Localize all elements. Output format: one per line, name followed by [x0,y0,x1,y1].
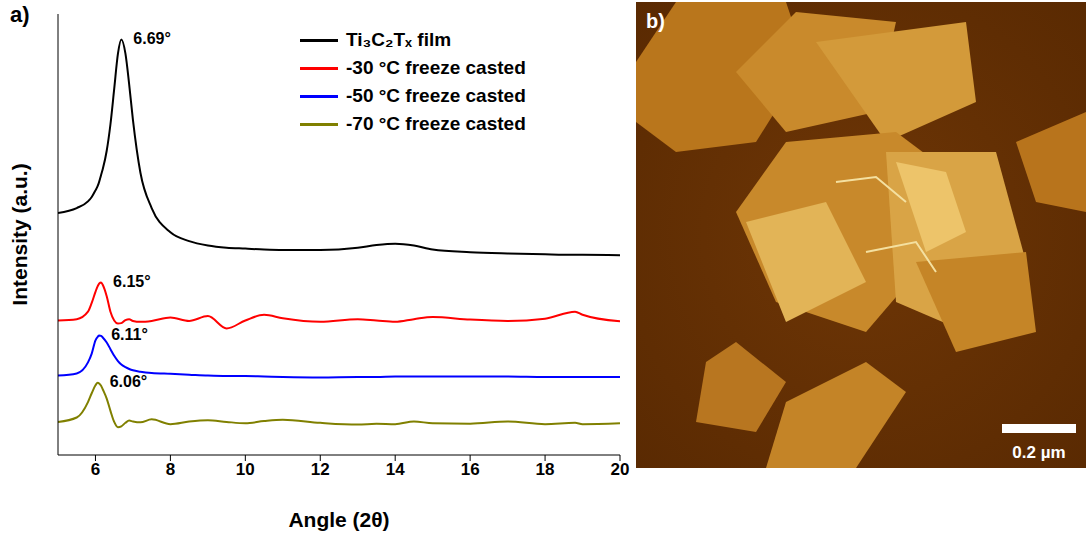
svg-text:b): b) [646,10,665,32]
svg-text:6.69°: 6.69° [133,30,171,47]
html-text:-70 °C freeze casted: -70 °C freeze casted [346,113,526,134]
svg-text:6.15°: 6.15° [113,273,151,290]
html-text:a): a) [10,2,30,27]
svg-text:12: 12 [311,460,330,479]
html-text:-50 °C freeze casted: -50 °C freeze casted [346,85,526,106]
svg-text:20: 20 [611,460,630,479]
svg-text:8: 8 [166,460,175,479]
svg-text:0.2 µm: 0.2 µm [1012,443,1065,462]
html-text:Ti₃C₂Tₓ film: Ti₃C₂Tₓ film [346,29,452,50]
svg-text:Angle (2θ): Angle (2θ) [288,508,389,531]
svg-text:Intensity (a.u.): Intensity (a.u.) [8,163,31,305]
svg-text:16: 16 [461,460,480,479]
html-text:-30 °C freeze casted: -30 °C freeze casted [346,57,526,78]
svg-text:10: 10 [236,460,255,479]
svg-text:6: 6 [91,460,100,479]
svg-text:6.06°: 6.06° [110,373,148,390]
svg-text:18: 18 [536,460,555,479]
svg-text:6.11°: 6.11° [111,326,148,343]
svg-text:14: 14 [386,460,405,479]
